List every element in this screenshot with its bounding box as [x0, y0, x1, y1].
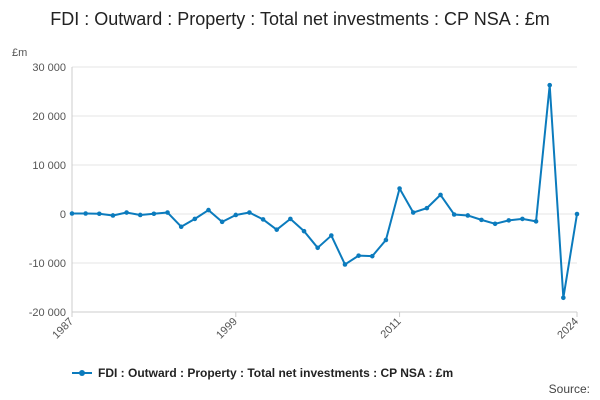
data-point	[520, 216, 525, 222]
data-point	[410, 210, 416, 215]
data-point	[315, 245, 320, 251]
grid-lines	[72, 66, 577, 313]
data-point	[329, 233, 334, 238]
y-tick-label: 0	[60, 209, 66, 221]
data-point	[342, 262, 348, 267]
x-tick-label: 2024	[555, 316, 581, 342]
data-point	[110, 213, 116, 218]
data-point	[451, 212, 457, 217]
data-point	[137, 212, 143, 218]
source-label: Source:	[548, 382, 590, 396]
x-tick-label: 1999	[214, 316, 240, 342]
data-point	[288, 216, 293, 222]
y-tick-label: 30 000	[32, 62, 66, 74]
y-tick-label: 10 000	[32, 160, 66, 172]
data-point	[533, 219, 539, 224]
y-tick-label: 20 000	[32, 111, 66, 123]
data-point	[397, 186, 402, 191]
data-point	[165, 210, 170, 215]
legend-label: FDI : Outward : Property : Total net inv…	[98, 366, 454, 380]
y-tick-label: -10 000	[29, 258, 66, 270]
x-tick-label: 2011	[378, 316, 403, 341]
y-tick-label: -20 000	[29, 307, 66, 319]
data-point	[260, 217, 266, 222]
y-axis-ticks: -20 000 -10 000 0 10 000 20 000 30 000	[29, 62, 66, 319]
data-point	[465, 213, 471, 218]
data-point	[506, 218, 512, 223]
legend[interactable]: FDI : Outward : Property : Total net inv…	[72, 366, 453, 380]
data-point	[83, 211, 88, 216]
chart-title: FDI : Outward : Property : Total net inv…	[50, 9, 550, 29]
data-point	[206, 207, 211, 213]
data-point	[219, 219, 225, 225]
data-point	[369, 253, 375, 259]
y-axis-unit-label: £m	[12, 47, 27, 59]
data-point	[547, 82, 553, 88]
data-point	[301, 228, 307, 234]
data-point	[233, 212, 239, 218]
series-line	[72, 84, 578, 299]
data-point	[574, 211, 580, 217]
series-layer	[69, 82, 580, 301]
data-point	[492, 221, 498, 227]
data-point	[178, 224, 184, 230]
data-point	[561, 295, 566, 301]
x-tick-label: 1987	[50, 316, 76, 342]
data-point	[274, 227, 280, 232]
x-axis-ticks: 1987 1999 2011 2024	[50, 316, 581, 342]
data-point	[424, 205, 430, 211]
data-point	[124, 210, 129, 215]
data-point	[69, 211, 75, 216]
data-point	[479, 217, 484, 223]
data-point	[151, 211, 157, 217]
data-point	[383, 237, 389, 243]
data-point	[356, 253, 361, 258]
axes	[71, 67, 578, 317]
data-point	[192, 216, 198, 222]
data-point	[96, 211, 102, 217]
data-point	[247, 210, 252, 215]
data-point	[438, 192, 443, 198]
legend-swatch-icon	[72, 370, 92, 376]
